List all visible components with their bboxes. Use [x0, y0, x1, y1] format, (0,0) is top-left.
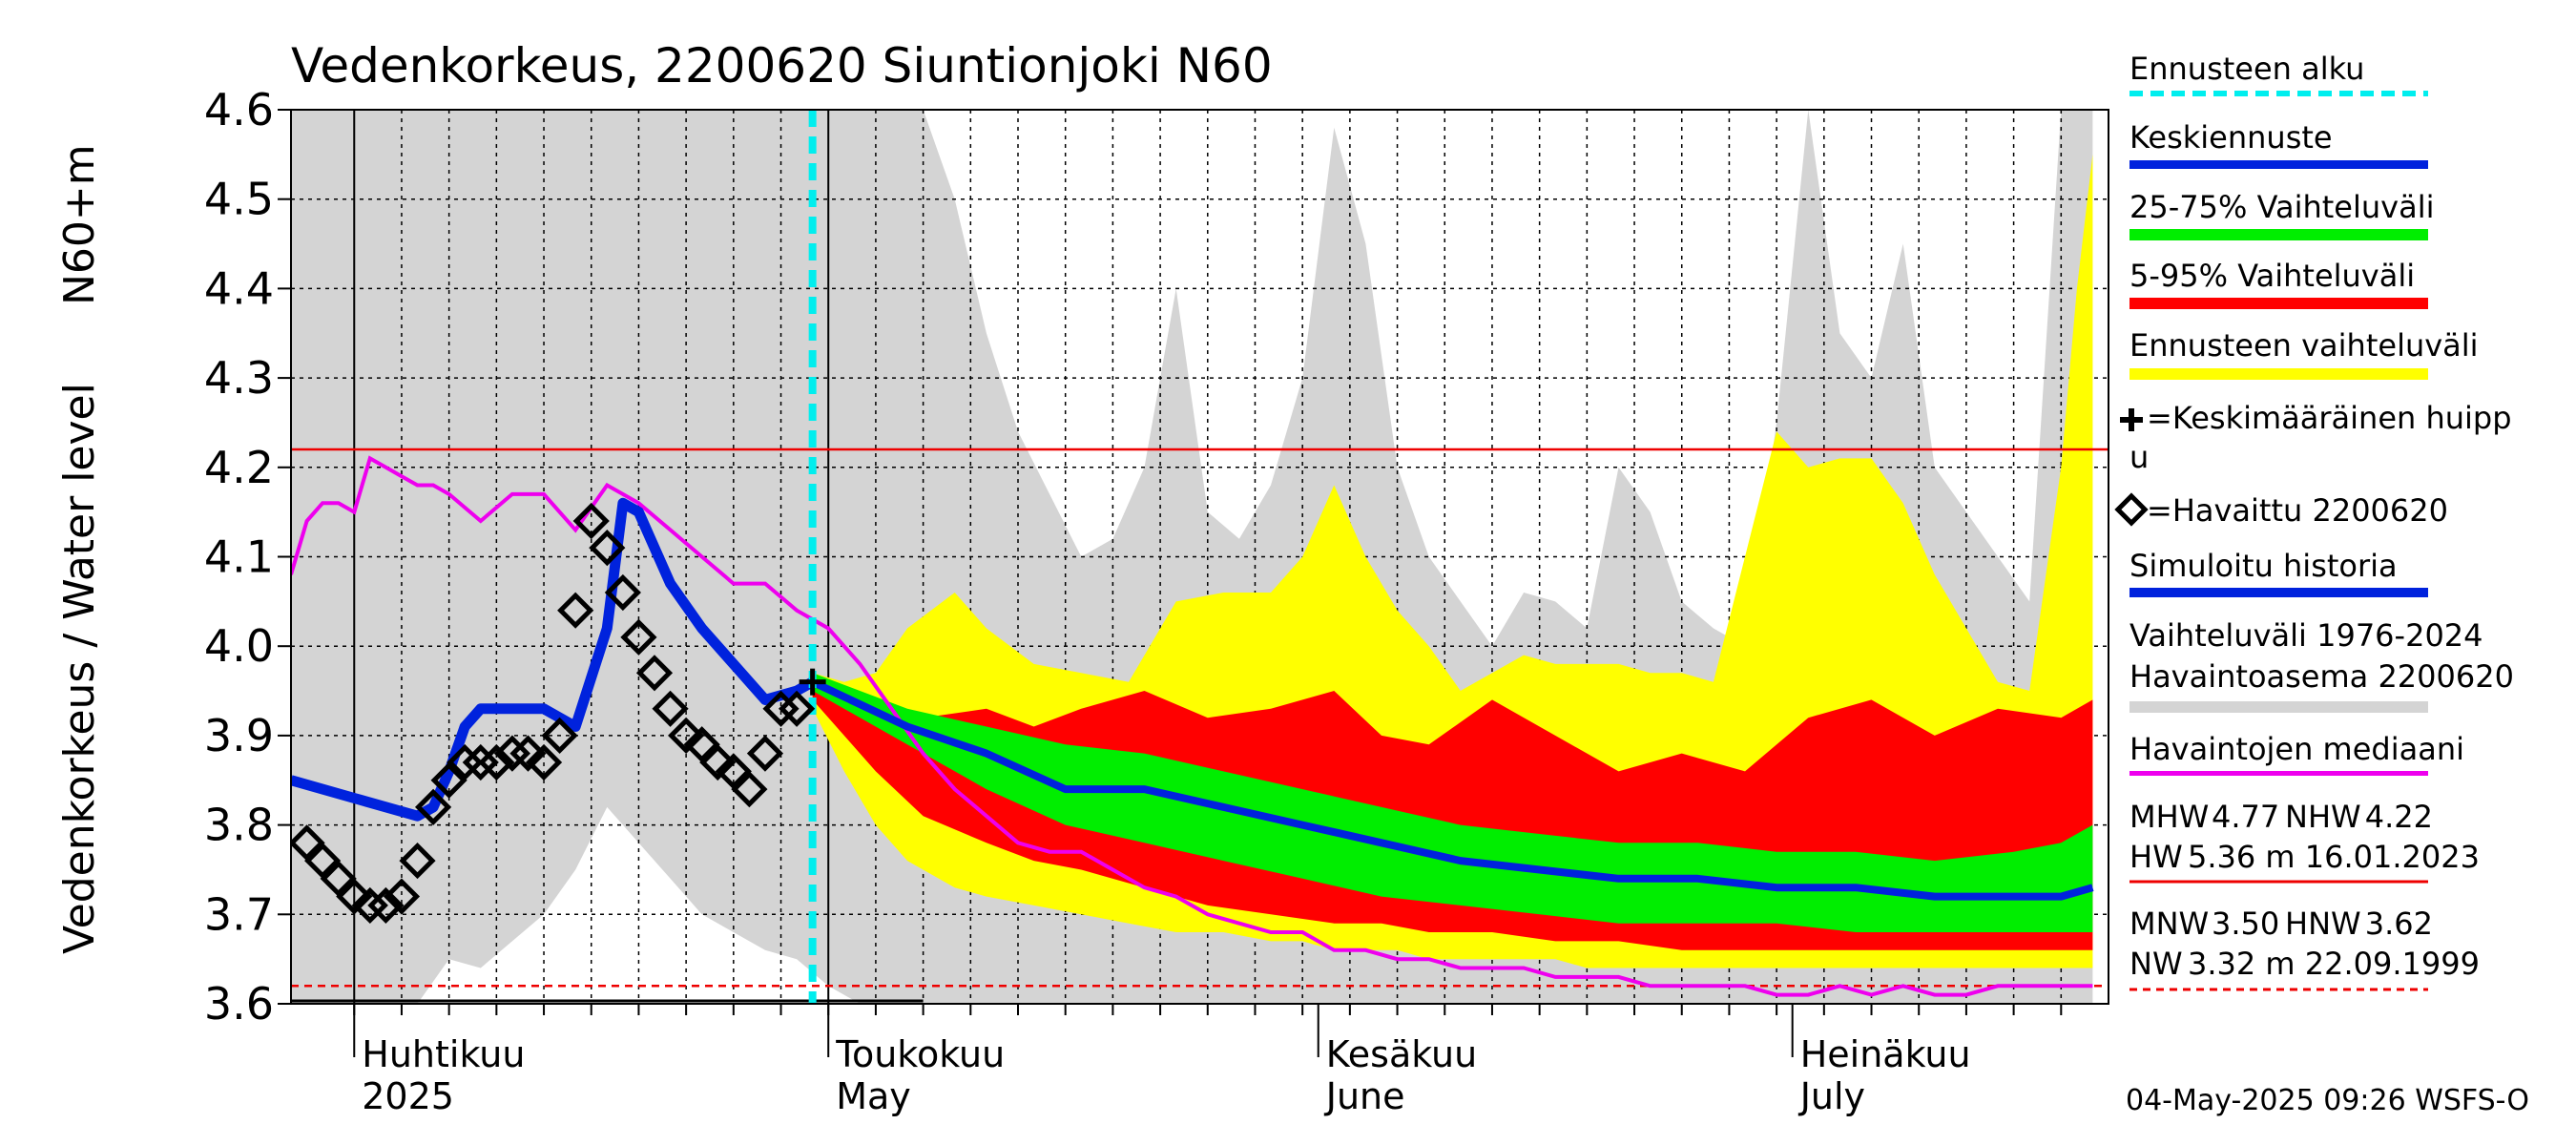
y-tick-label: 4.1	[204, 531, 274, 583]
legend-swatch-mean-forecast	[2129, 160, 2428, 169]
median-line	[291, 455, 2093, 997]
observed-point	[620, 618, 657, 656]
stat-mnw-value: 3.50	[2212, 906, 2279, 942]
observed-point	[652, 690, 689, 727]
legend-label-simulated: Simuloitu historia	[2129, 548, 2398, 584]
legend-label-range-25-75: 25-75% Vaihteluväli	[2129, 189, 2434, 225]
x-month-label: Heinäkuu	[1800, 1033, 1971, 1075]
plot-layers	[291, 110, 2109, 1004]
stat-nhw-label: NHW	[2285, 799, 2361, 835]
statistics-panel: MHW 4.77 NHW 4.22 HW 5.36 m 16.01.2023 M…	[2129, 799, 2480, 991]
plot-area	[290, 109, 2109, 1005]
legend-label-forecast-range: Ennusteen vaihteluväli	[2129, 327, 2479, 364]
y-tick-label: 3.6	[204, 978, 274, 1030]
y-tick-label: 3.8	[204, 800, 274, 851]
observed-point	[414, 788, 452, 825]
y-tick-label: 3.9	[204, 710, 274, 761]
x-month-sublabel: May	[836, 1075, 911, 1117]
legend-label-forecast-start: Ennusteen alku	[2129, 51, 2364, 87]
x-month-label: Huhtikuu	[362, 1033, 525, 1075]
stat-mhw-value: 4.77	[2212, 799, 2279, 835]
stat-hnw-value: 3.62	[2365, 906, 2433, 942]
observed-point	[683, 726, 720, 763]
x-month-sublabel: June	[1324, 1075, 1405, 1117]
observed-point	[367, 886, 405, 925]
observed-point	[731, 771, 768, 808]
observed-point	[589, 530, 626, 567]
x-month-sublabel: 2025	[362, 1075, 454, 1117]
simulated-history-line	[291, 497, 816, 822]
y-axis-label: Vedenkorkeus / Water level	[55, 383, 104, 954]
stat-nw-value: 3.32 m 22.09.1999	[2188, 946, 2480, 982]
stat-hw-label: HW	[2129, 839, 2183, 875]
observed-point	[383, 878, 421, 915]
band-25-75	[812, 673, 2093, 932]
observed-point	[635, 655, 674, 692]
stat-mnw-label: MNW	[2129, 906, 2209, 942]
observed-point	[604, 573, 641, 612]
observed-point	[541, 717, 578, 754]
observed-point	[336, 878, 373, 915]
observed-point	[572, 502, 610, 540]
y-tick-label: 4.3	[204, 352, 274, 404]
legend-swatch-range-25-75	[2129, 229, 2428, 240]
observed-point	[478, 743, 515, 781]
y-tick-label: 4.4	[204, 262, 274, 314]
stat-nw-label: NW	[2129, 946, 2183, 982]
chart-title: Vedenkorkeus, 2200620 Siuntionjoki N60	[291, 38, 1273, 94]
legend-label-history-station: Havaintoasema 2200620	[2129, 658, 2514, 695]
observed-point	[304, 842, 342, 880]
x-month-label: Kesäkuu	[1326, 1033, 1478, 1075]
observed-point	[668, 717, 705, 754]
observed-point	[399, 842, 436, 880]
stat-nhw-value: 4.22	[2365, 799, 2433, 835]
legend-swatch-simulated	[2129, 588, 2428, 597]
legend-swatch-range-5-95	[2129, 298, 2428, 309]
y-tick-label: 4.0	[204, 620, 274, 672]
x-month-label: Toukokuu	[835, 1033, 1005, 1075]
observed-point	[699, 743, 737, 781]
y-axis-unit: N60+m	[55, 144, 104, 305]
y-tick-label: 4.2	[204, 442, 274, 493]
observed-point	[430, 761, 467, 799]
observed-point	[715, 753, 752, 790]
y-ticks: 3.6 3.7 3.8 3.9 4.0 4.1 4.2 4.3 4.4 4.5 4.6	[204, 84, 291, 1030]
legend-swatch-forecast-range	[2129, 368, 2428, 380]
legend-label-median: Havaintojen mediaani	[2129, 731, 2464, 767]
observed-point	[525, 743, 563, 781]
mean-forecast-line	[810, 678, 2094, 901]
legend-label-observed: =Havaittu 2200620	[2147, 492, 2448, 529]
legend-label-range-5-95: 5-95% Vaihteluväli	[2129, 258, 2415, 294]
observed-point	[320, 860, 357, 897]
stat-hw-value: 5.36 m 16.01.2023	[2188, 839, 2480, 875]
legend-label-mean-peak-cont: u	[2129, 439, 2149, 475]
observed-point	[557, 592, 594, 629]
observed-point	[291, 824, 325, 862]
legend: Ennusteen alku Keskiennuste 25-75% Vaiht…	[2114, 51, 2514, 776]
y-axis-title: Vedenkorkeus / Water level N60+m	[55, 144, 104, 954]
legend-swatch-median	[2129, 771, 2428, 776]
observed-point	[746, 735, 784, 772]
legend-label-mean-forecast: Keskiennuste	[2129, 119, 2333, 156]
legend-swatch-mean-peak	[2120, 408, 2143, 431]
stat-hnw-label: HNW	[2285, 906, 2361, 942]
legend-label-mean-peak: =Keskimääräinen huipp	[2147, 400, 2512, 436]
legend-swatch-history-range	[2129, 701, 2428, 713]
y-tick-label: 3.7	[204, 888, 274, 940]
observed-point	[509, 735, 547, 772]
legend-label-history-range: Vaihteluväli 1976-2024	[2129, 617, 2483, 654]
y-tick-label: 4.5	[204, 174, 274, 225]
legend-swatch-observed	[2114, 492, 2149, 527]
observed-point	[778, 690, 816, 727]
x-month-sublabel: July	[1798, 1075, 1865, 1117]
footer-timestamp: 04-May-2025 09:26 WSFS-O	[2126, 1084, 2529, 1117]
stat-mhw-label: MHW	[2129, 799, 2209, 835]
y-tick-label: 4.6	[204, 84, 274, 135]
